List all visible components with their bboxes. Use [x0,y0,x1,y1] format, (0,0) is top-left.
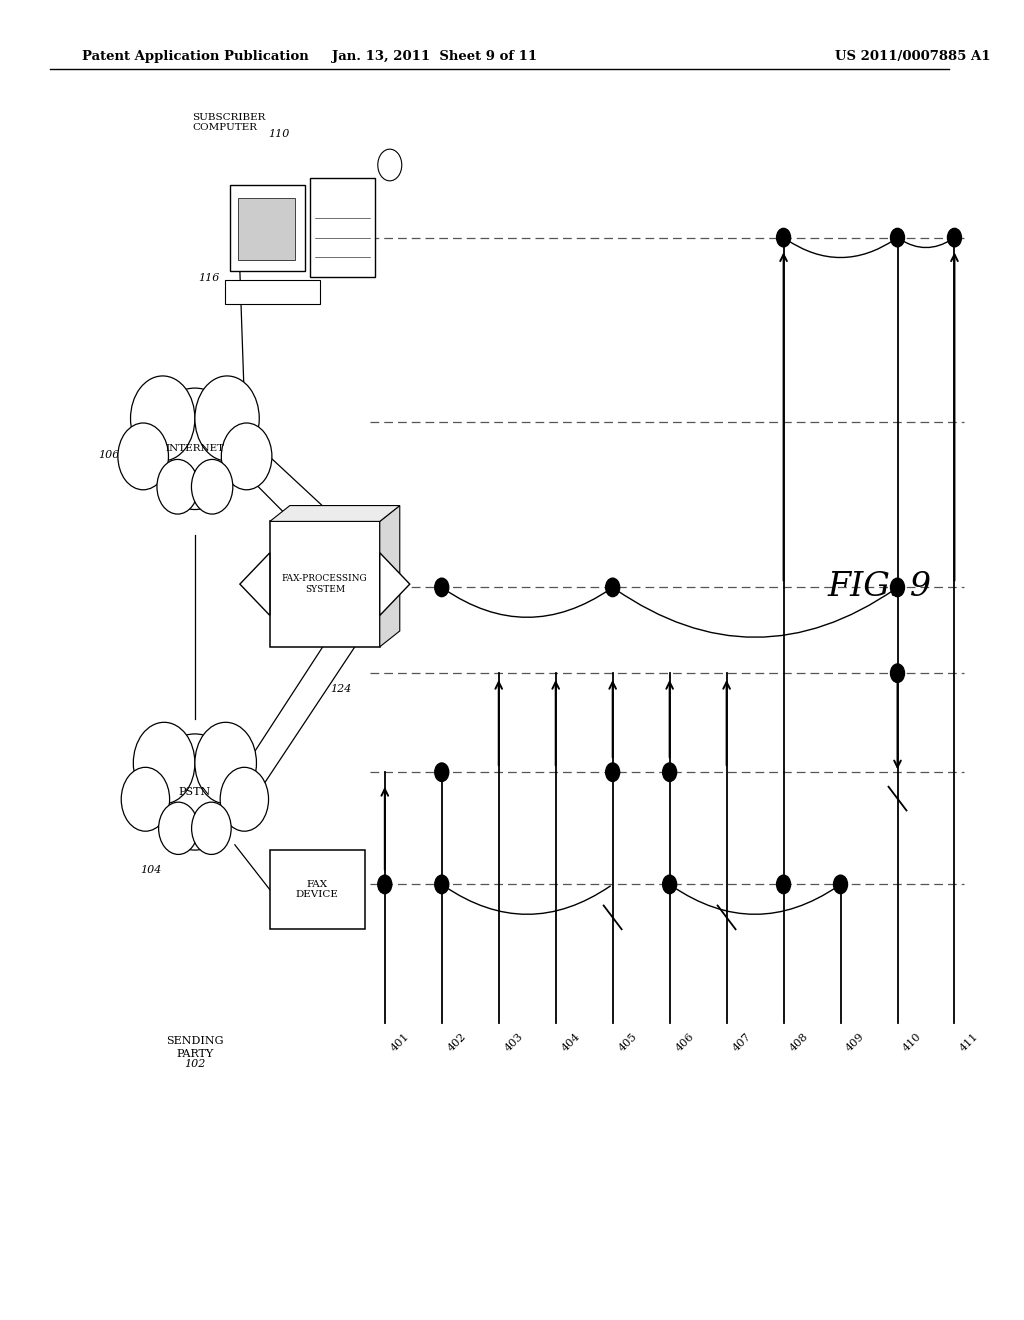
Circle shape [159,803,199,854]
Text: 102: 102 [184,1059,206,1069]
Circle shape [378,149,401,181]
Text: 124: 124 [330,684,351,694]
Circle shape [157,459,199,513]
Circle shape [947,228,962,247]
Text: INTERNET: INTERNET [165,445,224,453]
FancyBboxPatch shape [310,178,375,277]
Polygon shape [270,506,399,521]
FancyBboxPatch shape [270,850,365,929]
Circle shape [148,388,241,510]
Circle shape [133,722,195,804]
Circle shape [435,875,449,894]
Text: 403: 403 [503,1031,525,1053]
Text: 409: 409 [845,1031,866,1053]
Text: 411: 411 [958,1031,981,1053]
Text: FAX-PROCESSING
SYSTEM: FAX-PROCESSING SYSTEM [282,574,368,594]
Circle shape [891,578,904,597]
Text: 402: 402 [445,1031,468,1053]
Text: FIG. 9: FIG. 9 [827,572,932,603]
Text: 405: 405 [616,1031,639,1053]
FancyBboxPatch shape [229,185,305,271]
Circle shape [605,763,620,781]
Text: Patent Application Publication: Patent Application Publication [82,50,308,63]
Circle shape [130,376,195,461]
Circle shape [663,763,677,781]
Circle shape [221,422,272,490]
Text: 110: 110 [268,128,289,139]
Text: 406: 406 [674,1031,696,1053]
Circle shape [435,578,449,597]
Circle shape [891,664,904,682]
Circle shape [663,875,677,894]
Text: 116: 116 [199,273,220,284]
Circle shape [118,422,169,490]
Text: Jan. 13, 2011  Sheet 9 of 11: Jan. 13, 2011 Sheet 9 of 11 [332,50,538,63]
Circle shape [776,228,791,247]
Text: 410: 410 [901,1031,924,1053]
Polygon shape [380,506,399,647]
Circle shape [191,459,232,513]
Circle shape [195,722,256,804]
FancyBboxPatch shape [225,280,319,304]
Circle shape [891,228,904,247]
Text: 404: 404 [560,1031,582,1053]
Circle shape [191,803,231,854]
Text: 407: 407 [730,1031,753,1053]
FancyBboxPatch shape [238,198,295,260]
Circle shape [378,875,392,894]
FancyBboxPatch shape [270,521,380,647]
Circle shape [220,767,268,832]
Text: 104: 104 [140,865,162,875]
Text: FAX
DEVICE: FAX DEVICE [296,880,339,899]
Circle shape [776,875,791,894]
Text: US 2011/0007885 A1: US 2011/0007885 A1 [835,50,990,63]
Text: SUBSCRIBER
COMPUTER: SUBSCRIBER COMPUTER [191,112,265,132]
Circle shape [121,767,170,832]
Text: 106: 106 [98,450,120,461]
Text: 401: 401 [389,1031,411,1053]
Circle shape [195,376,259,461]
Polygon shape [240,553,270,615]
Polygon shape [380,553,410,615]
Text: 408: 408 [787,1031,810,1053]
Circle shape [151,734,239,850]
Circle shape [834,875,848,894]
Text: PSTN: PSTN [179,787,211,797]
Text: SENDING
PARTY: SENDING PARTY [166,1036,223,1059]
Circle shape [435,763,449,781]
Circle shape [605,578,620,597]
